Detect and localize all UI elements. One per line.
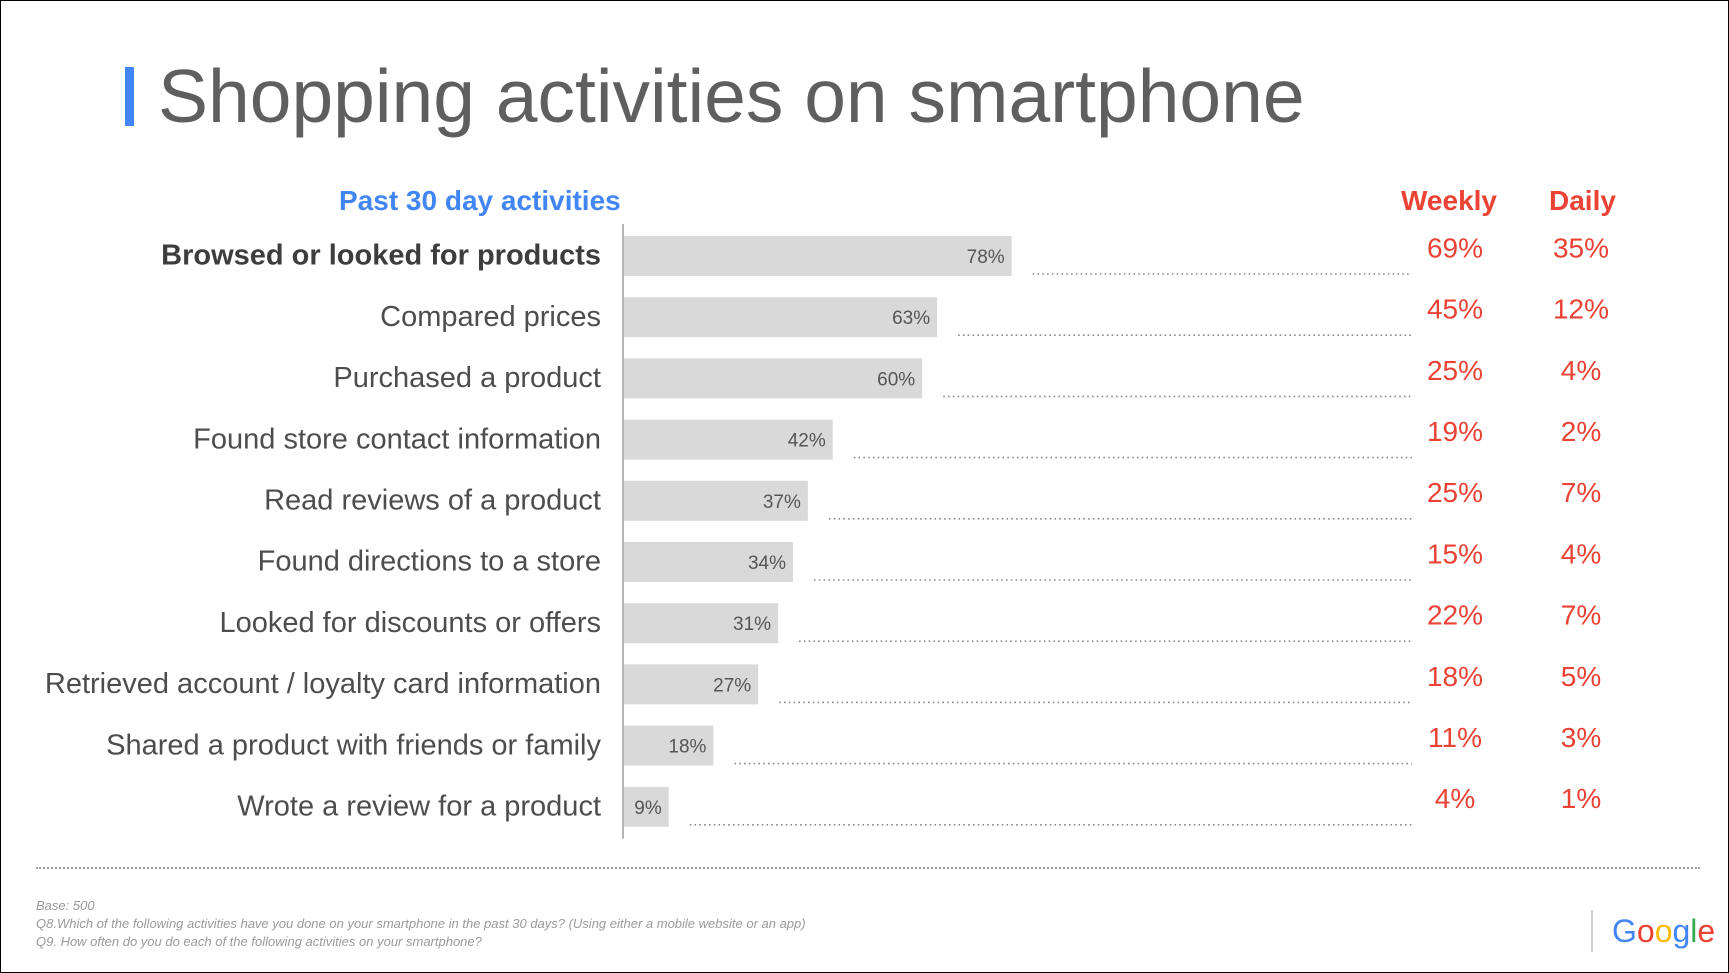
category-label: Wrote a review for a product <box>237 790 601 822</box>
activities-bar-chart: Browsed or looked for products 78% 69% 35% C… <box>0 0 1729 860</box>
daily-value: 4% <box>1561 538 1601 569</box>
daily-value: 12% <box>1553 294 1609 325</box>
weekly-value: 22% <box>1427 600 1483 631</box>
category-label: Purchased a product <box>333 362 601 394</box>
weekly-value: 45% <box>1427 294 1483 325</box>
bar-value-label: 34% <box>748 553 786 574</box>
footnote-q9: Q9. How often do you do each of the foll… <box>36 933 806 951</box>
weekly-value: 25% <box>1427 477 1483 508</box>
daily-value: 35% <box>1553 232 1609 263</box>
weekly-value: 25% <box>1427 355 1483 386</box>
footnote-base: Base: 500 <box>36 897 806 915</box>
google-logo: Google <box>1612 913 1715 950</box>
daily-value: 4% <box>1561 355 1601 386</box>
bar-value-label: 37% <box>763 492 801 513</box>
footnote-q8: Q8.Which of the following activities hav… <box>36 915 806 933</box>
daily-value: 1% <box>1561 783 1601 814</box>
category-label: Compared prices <box>380 301 601 333</box>
daily-value: 5% <box>1561 661 1601 692</box>
daily-value: 7% <box>1561 477 1601 508</box>
bar-value-label: 60% <box>877 369 915 390</box>
daily-value: 3% <box>1561 722 1601 753</box>
logo-divider <box>1591 910 1593 952</box>
bar-value-label: 31% <box>733 614 771 635</box>
weekly-value: 19% <box>1427 416 1483 447</box>
bar <box>624 297 937 337</box>
category-label: Found store contact information <box>193 423 601 455</box>
bar-value-label: 9% <box>634 798 662 819</box>
bar <box>624 236 1012 276</box>
bar-value-label: 78% <box>967 247 1005 268</box>
footnotes: Base: 500 Q8.Which of the following acti… <box>36 897 806 951</box>
weekly-value: 11% <box>1428 722 1482 753</box>
bar-value-label: 27% <box>713 675 751 696</box>
footer-divider <box>36 867 1700 869</box>
weekly-value: 18% <box>1427 661 1483 692</box>
weekly-value: 4% <box>1435 783 1475 814</box>
bar-value-label: 63% <box>892 308 930 329</box>
weekly-value: 15% <box>1427 538 1483 569</box>
bar-value-label: 42% <box>788 431 826 452</box>
daily-value: 2% <box>1561 416 1601 447</box>
daily-value: 7% <box>1561 600 1601 631</box>
category-label: Read reviews of a product <box>264 484 601 516</box>
category-label: Browsed or looked for products <box>161 240 601 272</box>
category-label: Looked for discounts or offers <box>219 607 601 639</box>
category-label: Retrieved account / loyalty card informa… <box>45 668 601 700</box>
category-label: Found directions to a store <box>258 546 601 578</box>
category-label: Shared a product with friends or family <box>106 729 601 761</box>
weekly-value: 69% <box>1427 232 1483 263</box>
bar-value-label: 18% <box>668 737 706 758</box>
